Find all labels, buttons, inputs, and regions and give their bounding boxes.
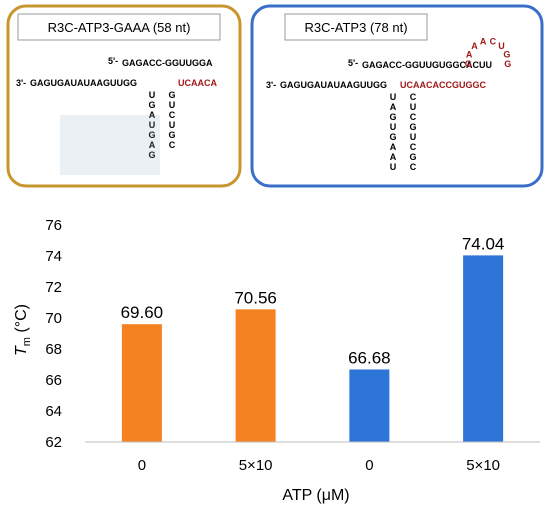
nucleotide: C <box>169 140 176 150</box>
nucleotide: U <box>149 120 156 130</box>
seq-3p-lower: UCAACACCGUGGC <box>400 80 486 90</box>
rna-structure: 5'- GAGACC-GGUUGGA 3'- GAGUGAUAUAAGUUGG … <box>16 56 217 175</box>
seq-5p-strand: GAGACC-GGUUGGA <box>122 58 213 68</box>
nucleotide: G <box>409 152 416 162</box>
bar <box>121 324 162 442</box>
nucleotide: G <box>148 150 155 160</box>
nucleotide: A <box>390 142 397 152</box>
seq-5p-strand: GAGACC-GGUUGUGGCACUU <box>362 60 492 70</box>
nucleotide: C <box>410 92 417 102</box>
stem-left: UGAUGAG <box>148 90 155 160</box>
x-axis-label: ATP (μM) <box>282 487 349 504</box>
panel-border <box>250 4 544 188</box>
nucleotide: G <box>389 132 396 142</box>
panel-r3c-atp3: R3C-ATP3 (78 nt) 5'- GAGACC-GGUUGUGGCACU… <box>250 4 544 188</box>
panel-title: R3C-ATP3 (78 nt) <box>304 20 407 35</box>
ghost-structure <box>60 115 160 175</box>
y-axis-ticks: 62 64 66 68 70 72 74 76 <box>45 217 62 451</box>
seq-3p-prefix: 3'- <box>16 78 26 88</box>
value-label: 70.56 <box>234 288 277 307</box>
rna-structure: 5'- GAGACC-GGUUGUGGCACUU 3'- GAGUGAUAUAA… <box>266 37 511 172</box>
bars <box>121 255 504 442</box>
y-tick-label: 68 <box>45 341 62 358</box>
panel-border <box>6 4 242 188</box>
y-tick-label: 76 <box>45 217 62 234</box>
nucleotide: U <box>169 120 176 130</box>
value-label: 74.04 <box>462 234 505 253</box>
loop-nucleotide: U <box>498 41 505 51</box>
nucleotide: G <box>168 90 175 100</box>
loop-nucleotide: G <box>504 59 511 69</box>
y-axis-label-unit: (°C) <box>13 304 30 337</box>
hairpin-loop: GAA A C UGG <box>465 37 512 70</box>
y-tick-label: 64 <box>45 403 62 420</box>
y-tick-label: 74 <box>45 248 62 265</box>
loop-nucleotide: A <box>480 37 487 47</box>
nucleotide: U <box>169 100 176 110</box>
bar <box>235 309 276 442</box>
nucleotide: G <box>148 100 155 110</box>
seq-3p-lower: UCAACA <box>178 78 217 88</box>
nucleotide: G <box>148 130 155 140</box>
nucleotide: U <box>390 92 397 102</box>
nucleotide: U <box>390 162 397 172</box>
nucleotide: C <box>410 142 417 152</box>
panel-title-box <box>284 13 428 41</box>
panel-title-box <box>17 13 221 41</box>
loop-nucleotide: A <box>471 41 478 51</box>
loop-nucleotide: G <box>465 59 472 69</box>
nucleotide: A <box>149 140 156 150</box>
y-axis-label: Tm (°C) <box>13 304 33 356</box>
x-axis-ticks: 0 5×10 0 5×10 <box>138 457 500 474</box>
bar <box>349 369 390 442</box>
nucleotide: C <box>410 112 417 122</box>
nucleotide: U <box>410 132 417 142</box>
panel-title: R3C-ATP3-GAAA (58 nt) <box>48 20 191 35</box>
tm-bar-chart: 62 64 66 68 70 72 74 76 69.60 70.56 66.68 74.04 0 5… <box>13 217 540 504</box>
y-tick-label: 66 <box>45 372 62 389</box>
loop-nucleotide: C <box>490 37 497 47</box>
nucleotide: U <box>390 122 397 132</box>
x-tick-label: 0 <box>365 457 373 474</box>
nucleotide: U <box>149 90 156 100</box>
nucleotide: G <box>409 122 416 132</box>
y-tick-label: 72 <box>45 279 62 296</box>
seq-3p-strand: GAGUGAUAUAAGUUGG <box>30 78 137 88</box>
panel-r3c-atp3-gaaa: R3C-ATP3-GAAA (58 nt) 5'- GAGACC-GGUUGGA… <box>6 4 242 188</box>
nucleotide: C <box>410 162 417 172</box>
seq-3p-prefix: 3'- <box>266 80 276 90</box>
value-label: 69.60 <box>121 303 164 322</box>
x-tick-label: 5×10 <box>466 457 500 474</box>
y-tick-label: 70 <box>45 310 62 327</box>
x-tick-label: 5×10 <box>239 457 273 474</box>
y-axis-label-sub: m <box>21 337 33 346</box>
y-tick-label: 62 <box>45 434 62 451</box>
seq-5p-prefix: 5'- <box>348 58 358 68</box>
nucleotide: G <box>168 130 175 140</box>
nucleotide: U <box>410 102 417 112</box>
loop-nucleotide: A <box>466 49 473 59</box>
bar <box>463 255 504 442</box>
nucleotide: A <box>390 152 397 162</box>
value-label: 66.68 <box>348 348 391 367</box>
seq-5p-prefix: 5'- <box>108 56 118 66</box>
value-labels: 69.60 70.56 66.68 74.04 <box>121 234 505 367</box>
nucleotide: G <box>389 112 396 122</box>
ghost-block <box>60 115 160 175</box>
nucleotide: A <box>390 102 397 112</box>
loop-nucleotide: G <box>503 49 510 59</box>
nucleotide: A <box>149 110 156 120</box>
y-axis-label-main: T <box>13 345 30 356</box>
seq-3p-strand: GAGUGAUAUAAGUUGG <box>280 80 387 90</box>
nucleotide: C <box>169 110 176 120</box>
x-tick-label: 0 <box>138 457 146 474</box>
